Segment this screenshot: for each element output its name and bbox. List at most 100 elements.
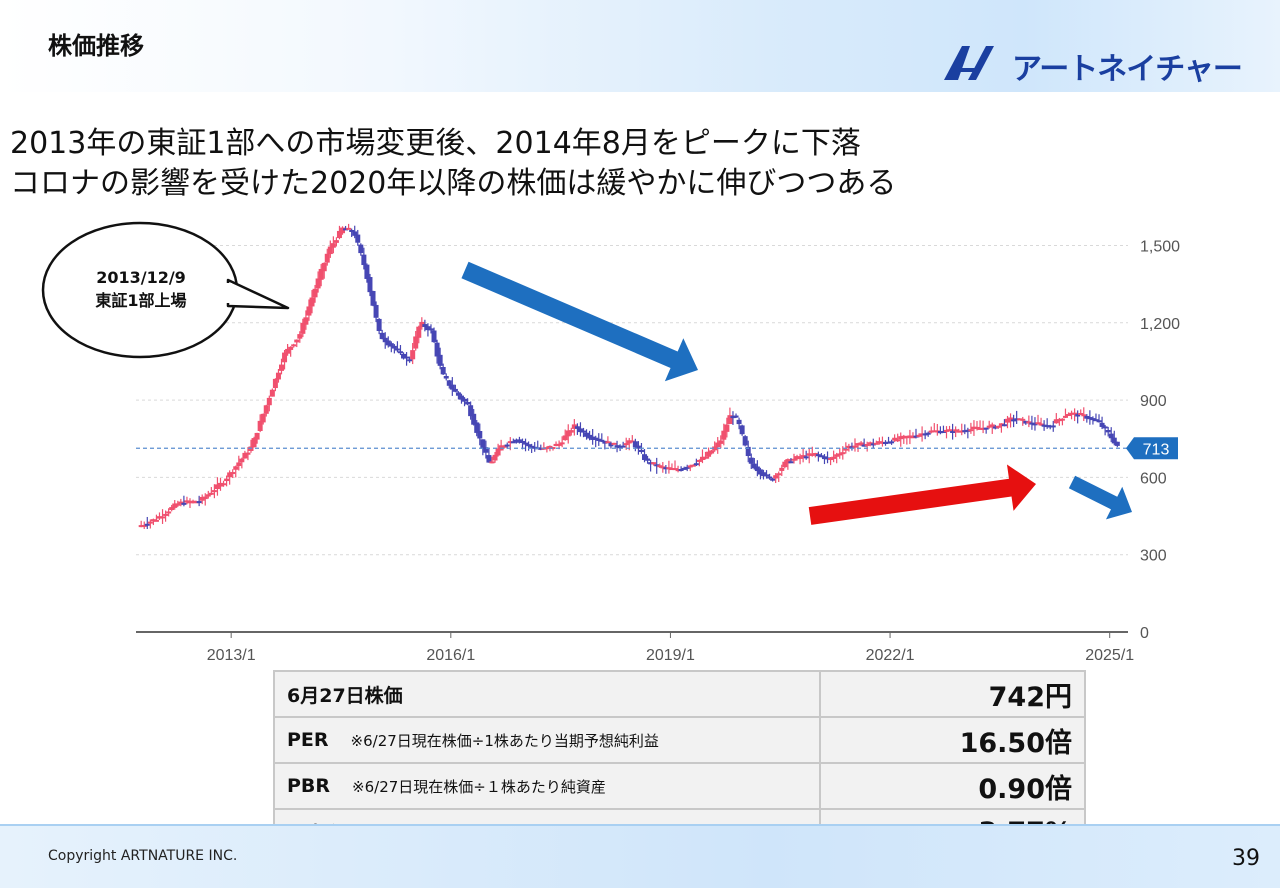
candle-body [834, 454, 840, 457]
candle-body [236, 462, 242, 467]
candle-body [974, 426, 980, 429]
candle-body [233, 466, 239, 470]
candle-body [553, 443, 559, 447]
candle-body [288, 346, 294, 350]
candle-body [642, 454, 648, 460]
candle-body [718, 440, 724, 444]
candle-body [443, 376, 449, 379]
candle-body [940, 431, 946, 433]
candle-body [837, 453, 843, 456]
candle-body [873, 442, 879, 445]
candle-body [1026, 421, 1032, 424]
candle-body [254, 432, 260, 440]
candle-body [187, 501, 193, 504]
candle-body [779, 467, 785, 471]
stats-row: 6月27日株価 742円 [273, 670, 1086, 718]
candle-body [431, 330, 437, 343]
candle-body [434, 342, 440, 357]
candle-body [1108, 433, 1114, 439]
candle-body [388, 343, 394, 347]
candle-body [178, 501, 184, 504]
candle-body [208, 492, 214, 495]
candle-body [745, 446, 751, 457]
candle-body [504, 444, 510, 447]
candle-body [510, 441, 516, 444]
candle-body [770, 478, 776, 481]
stats-label-cell: PBR ※6/27日現在株価÷１株あたり純資産 [273, 762, 821, 810]
candle-body [391, 345, 397, 349]
candle-body [1053, 419, 1059, 424]
candle-body [147, 521, 153, 524]
candle-body [980, 427, 986, 430]
candle-body [144, 523, 150, 526]
candle-body [519, 440, 525, 444]
candle-body [404, 356, 410, 359]
candle-body [767, 476, 773, 479]
candle-body [721, 430, 727, 440]
candle-body [156, 516, 162, 519]
candle-body [303, 317, 309, 325]
candle-body [282, 352, 288, 363]
candle-body [401, 353, 407, 359]
candle-body [672, 468, 678, 471]
candle-body [879, 441, 885, 444]
candle-body [266, 397, 272, 406]
candle-body [809, 453, 815, 456]
candle-body [1041, 424, 1047, 427]
candle-body [950, 431, 956, 433]
stats-row: PER ※6/27日現在株価÷1株あたり当期予想純利益 16.50倍 [273, 716, 1086, 764]
candle-body [370, 290, 376, 306]
y-tick-label: 1,200 [1140, 316, 1180, 333]
candle-body [202, 496, 208, 500]
candle-body [160, 516, 166, 519]
candle-body [330, 243, 336, 248]
page-title: 株価推移 [48, 32, 144, 60]
candle-body [556, 443, 562, 446]
logo-mark-icon [944, 46, 994, 80]
candle-body [166, 511, 172, 514]
candle-body [629, 440, 635, 443]
candle-body [260, 413, 266, 423]
candle-body [681, 467, 687, 470]
candle-body [577, 428, 583, 433]
candle-body [1102, 426, 1108, 429]
candle-body [309, 297, 315, 307]
current-price-label: 713 [1143, 441, 1170, 458]
listing-label: 東証1部上場 [95, 291, 187, 310]
stats-label: PER [287, 729, 329, 751]
candle-body [757, 469, 763, 475]
candle-body [1050, 425, 1056, 428]
stats-label-cell: PER ※6/27日現在株価÷1株あたり当期予想純利益 [273, 716, 821, 764]
bubble-tail [226, 278, 290, 310]
candle-body [1099, 422, 1105, 427]
candle-body [306, 306, 312, 316]
candle-body [712, 446, 718, 451]
candle-body [605, 441, 611, 444]
candle-body [623, 443, 629, 446]
candle-body [501, 445, 507, 448]
candle-body [300, 322, 306, 334]
candle-body [1069, 412, 1075, 415]
candle-body [858, 442, 864, 446]
candle-body [272, 378, 278, 389]
candle-body [428, 328, 434, 331]
listing-callout-bubble [41, 221, 290, 359]
candle-body [526, 444, 532, 447]
candle-body [352, 231, 358, 236]
candle-body [230, 472, 236, 475]
candle-body [1096, 420, 1102, 423]
candle-body [733, 415, 739, 418]
candle-body [1017, 418, 1023, 421]
candle-body [730, 416, 736, 419]
candle-body [571, 424, 577, 429]
candle-body [1072, 412, 1078, 415]
candle-body [895, 439, 901, 442]
recent-decline-arrow-icon [1068, 475, 1132, 520]
candle-body [776, 473, 782, 476]
candle-body [1066, 414, 1072, 417]
candle-body [513, 439, 519, 442]
candle-body [867, 442, 873, 445]
candle-body [1005, 418, 1011, 423]
candle-body [507, 441, 513, 444]
candle-body [1093, 419, 1099, 422]
